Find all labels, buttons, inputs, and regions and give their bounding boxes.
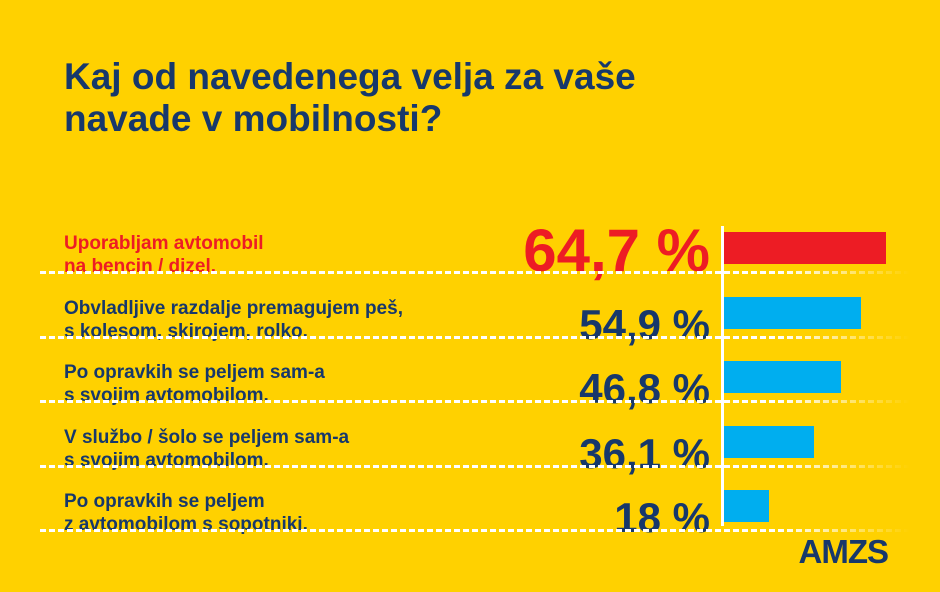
bar [724,490,770,522]
bar [724,361,842,393]
category-label-line: Po opravkih se peljem [64,491,265,512]
value-label: 64,7 % [523,217,710,284]
row-divider [40,335,910,339]
chart-row: Obvladljive razdalje premagujem peš, s ko… [0,291,940,355]
value-label: 54,9 % [579,300,710,348]
value-label: 46,8 % [579,365,710,412]
category-label-line: z avtomobilom s sopotniki. [64,514,308,535]
chart-row: Po opravkih se peljem sam-a s svojim avto… [0,355,940,419]
chart-title: Kaj od navedenega velja za vaše navade v… [64,56,636,139]
category-label-line: s svojim avtomobilom. [64,449,269,471]
row-divider [40,400,910,403]
axis-line [721,226,724,526]
value-label: 36,1 % [579,429,710,477]
row-divider [40,464,910,468]
bar [724,232,886,264]
chart-row: Uporabljam avtomobil na bencin / dizel. 64… [0,217,940,290]
bar [724,425,815,458]
value-label: 18 % [614,494,710,541]
chart-row: V službo / šolo se peljem sam-a s svojim … [0,420,940,484]
category-label-line: Obvladljive razdalje premagujem peš, [64,297,403,319]
category-label-line: s svojim avtomobilom. [64,385,269,406]
amzs-logo: AMZS [798,533,889,570]
row-divider [40,529,910,532]
category-label-line: V službo / šolo se peljem sam-a [64,426,350,448]
category-label-line: Po opravkih se peljem sam-a [64,362,325,383]
row-divider [40,271,910,274]
category-label-line: Uporabljam avtomobil [64,233,264,254]
bar [724,296,862,329]
category-label-line: na bencin / dizel. [64,256,217,277]
chart-row: Po opravkih se peljem z avtomobilom s sop… [0,484,940,548]
category-label-line: s kolesom, skirojem, rolko. [64,320,308,342]
